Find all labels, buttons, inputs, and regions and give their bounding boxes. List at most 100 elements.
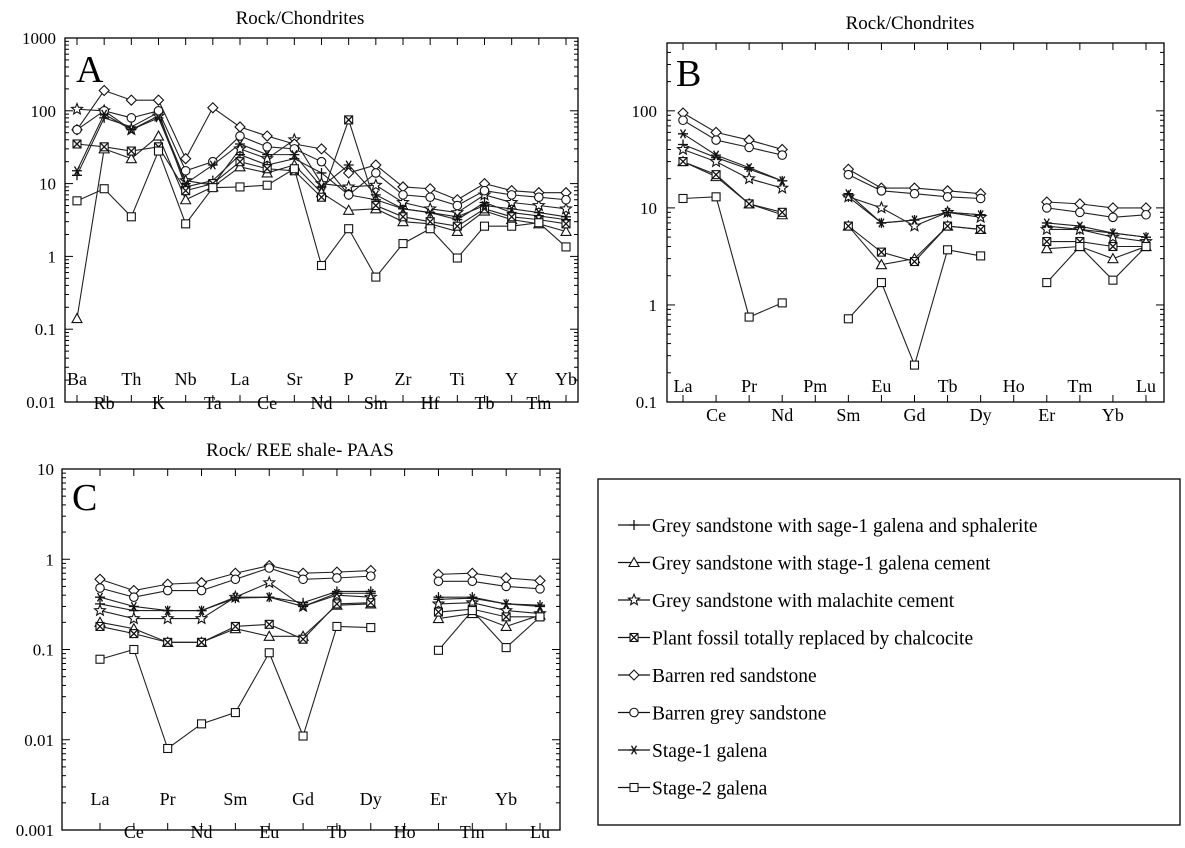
data-point-triangle <box>179 193 192 205</box>
y-tick-label: 1000 <box>22 29 56 48</box>
data-point-asterisk <box>711 150 722 160</box>
data-point-circle <box>289 144 300 154</box>
x-category-label: Gd <box>904 405 926 425</box>
data-point-square <box>316 260 327 271</box>
data-point-asterisk <box>153 113 164 123</box>
data-point-circle <box>298 574 308 585</box>
data-point-xbox <box>909 256 920 267</box>
x-category-label: Gd <box>292 789 314 809</box>
chart-panel-c: Rock/ REE shale- PAAS 10 1 0.1 0.01 0.001 La Ce… <box>16 440 561 842</box>
x-category-label: Eu <box>259 822 279 842</box>
data-point-triangle <box>451 225 464 237</box>
series-asterisk <box>95 588 545 616</box>
data-point-triangle <box>152 129 165 141</box>
legend-item: Stage-1 galena <box>618 741 768 762</box>
data-point-xbox <box>1108 241 1118 252</box>
data-point-circle <box>777 150 788 160</box>
data-point-circle <box>196 585 207 596</box>
panel-letter: B <box>676 53 701 95</box>
data-point-asterisk <box>876 218 887 228</box>
data-point-circle <box>129 592 139 602</box>
x-category-label: Ce <box>706 405 726 425</box>
data-point-asterisk <box>467 593 478 603</box>
data-point-square <box>99 184 109 194</box>
series-asterisk <box>678 129 1151 242</box>
data-point-asterisk <box>365 588 376 598</box>
series-square <box>95 606 545 754</box>
data-point-xbox <box>316 192 327 202</box>
data-point-asterisk <box>506 204 517 214</box>
data-point-star <box>559 201 573 215</box>
data-point-star <box>504 195 519 209</box>
data-point-triangle <box>342 204 355 215</box>
x-category-label: Pr <box>160 789 176 809</box>
data-point-circle <box>1108 212 1118 223</box>
data-point-circle <box>1041 203 1052 213</box>
data-point-circle <box>561 194 571 205</box>
y-tick-label: 1 <box>46 550 55 569</box>
y-tick-label: 100 <box>632 102 658 121</box>
x-category-label: Yb <box>495 789 517 809</box>
data-point-xbox <box>163 637 173 647</box>
x-category-label: Sm <box>836 405 860 425</box>
data-point-circle <box>744 142 754 153</box>
data-point-square <box>976 251 986 261</box>
y-tick-label: 0.001 <box>16 821 54 840</box>
data-point-xbox <box>264 619 274 629</box>
x-category-label: Th <box>121 369 141 389</box>
x-category-label: Dy <box>970 405 992 425</box>
data-point-asterisk <box>398 204 408 214</box>
y-tick-label: 1 <box>649 296 658 315</box>
data-point-square <box>371 272 381 282</box>
x-category-label: Y <box>505 369 518 389</box>
legend-label: Barren grey sandstone <box>652 704 826 725</box>
data-point-star <box>775 180 790 194</box>
data-point-asterisk <box>1141 232 1151 242</box>
data-point-xbox <box>344 115 354 125</box>
data-point-diamond <box>342 167 355 179</box>
data-point-diamond <box>1074 198 1086 210</box>
data-point-triangle <box>432 612 445 624</box>
data-point-circle <box>843 169 854 180</box>
data-point-circle <box>535 584 545 594</box>
data-point-circle <box>126 113 137 123</box>
triangle-icon <box>628 556 640 568</box>
series-triangle <box>94 597 546 647</box>
legend-item: Plant fossil totally replaced by chalcoc… <box>618 629 973 650</box>
square-icon <box>629 782 639 793</box>
chart-title: Rock/Chondrites <box>236 8 365 29</box>
data-point-diamond <box>315 143 328 155</box>
data-point-asterisk <box>298 601 309 612</box>
x-category-label: La <box>674 376 693 396</box>
data-point-circle <box>398 190 408 200</box>
data-point-circle <box>343 190 354 200</box>
data-point-diamond <box>1107 202 1119 214</box>
data-point-asterisk <box>777 176 788 186</box>
data-point-star <box>368 177 383 192</box>
data-point-square <box>561 242 571 252</box>
xbox-icon <box>629 632 639 643</box>
x-category-label: Tm <box>460 822 485 842</box>
data-point-circle <box>534 192 544 203</box>
data-point-asterisk <box>262 149 273 160</box>
y-tick-label: 10 <box>37 460 54 479</box>
data-point-star <box>396 195 410 209</box>
data-point-square <box>230 708 240 718</box>
data-point-xbox <box>366 598 376 608</box>
data-point-square <box>943 245 953 255</box>
data-point-square <box>433 645 444 655</box>
x-category-label: Nd <box>191 822 213 842</box>
x-category-label: Dy <box>360 789 382 809</box>
data-point-triangle <box>1040 242 1053 254</box>
data-point-star <box>973 210 988 224</box>
series-line <box>99 609 541 750</box>
x-category-label: Ce <box>257 393 277 413</box>
data-point-xbox <box>298 634 308 644</box>
x-category-label: Tm <box>1067 376 1092 396</box>
data-point-star <box>262 575 277 589</box>
data-point-asterisk <box>180 178 191 189</box>
data-point-star <box>531 198 546 212</box>
data-point-diamond <box>179 152 192 165</box>
data-point-circle <box>975 193 986 204</box>
